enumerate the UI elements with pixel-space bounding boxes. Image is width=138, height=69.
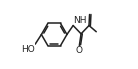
- Text: HO: HO: [21, 45, 35, 53]
- Text: NH: NH: [73, 16, 87, 25]
- Text: O: O: [75, 46, 83, 55]
